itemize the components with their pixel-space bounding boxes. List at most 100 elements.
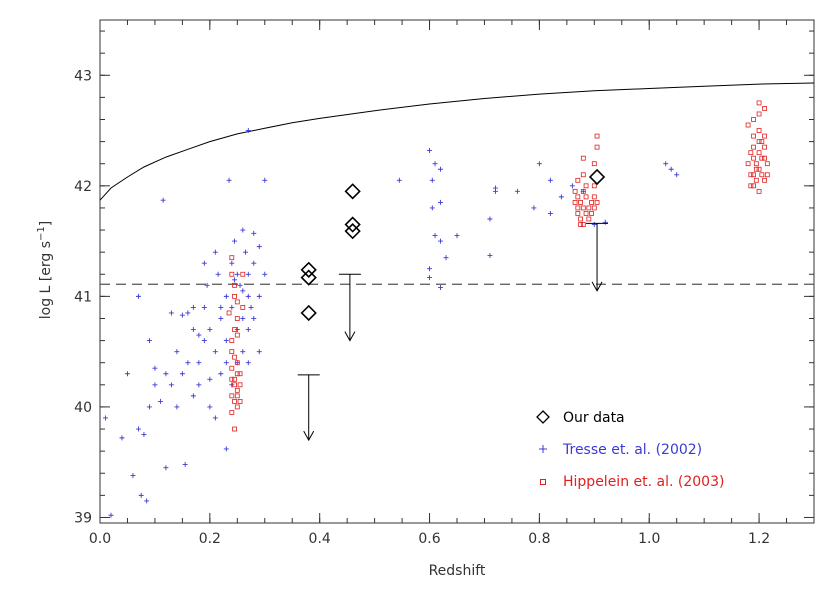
plot-frame [99, 19, 815, 524]
tresse-point [262, 271, 268, 277]
legend-item-tresse: Tresse et. al. (2002) [539, 442, 702, 458]
hippelein-point [229, 349, 235, 355]
legend-label-hippelein: Hippelein et. al. (2003) [563, 474, 724, 490]
hippelein-point [748, 150, 754, 156]
tresse-point [212, 249, 218, 255]
hippelein-point [234, 393, 240, 399]
tresse-point [212, 349, 218, 355]
tresse-point [196, 360, 202, 366]
hippelein-point [753, 161, 759, 167]
tresse-point [429, 177, 435, 183]
hippelein-point [575, 177, 581, 183]
tresse-point [251, 260, 257, 266]
legend-item-hippelein: Hippelein et. al. (2003) [540, 474, 724, 490]
tresse-point [179, 371, 185, 377]
tresse-point [248, 304, 254, 310]
tresse-point [201, 260, 207, 266]
tresse-point [204, 282, 210, 288]
tresse-point [223, 360, 229, 366]
our-data-point [344, 216, 361, 233]
tresse-point [232, 277, 238, 283]
tresse-point [256, 293, 262, 299]
tresse-point [135, 426, 141, 432]
tresse-point [429, 205, 435, 211]
legend: Our data Tresse et. al. (2002) Hippelein… [536, 410, 724, 490]
tresse-point [168, 310, 174, 316]
upper-limit-arrowhead [303, 430, 315, 442]
hippelein-point [586, 216, 592, 222]
hippelein-point [759, 139, 765, 145]
hippelein-point [578, 216, 583, 222]
tresse-point [218, 371, 224, 377]
tresse-point [256, 244, 262, 250]
tresse-point [229, 260, 235, 266]
tresse-point [245, 128, 251, 134]
hippelein-point [234, 360, 240, 366]
tresse-point [438, 199, 444, 205]
our-data-point [344, 183, 361, 200]
hippelein-point [764, 172, 770, 178]
hippelein-point [591, 183, 597, 189]
tresse-point [569, 183, 575, 189]
hippelein-point [234, 371, 240, 377]
hippelein-point [762, 177, 767, 183]
hippelein-point [762, 155, 767, 161]
tresse-point [256, 349, 262, 355]
y-tick-label: 41 [74, 289, 92, 305]
tresse-point [223, 293, 229, 299]
x-tick-label: 1.2 [748, 531, 770, 547]
tresse-point [212, 415, 218, 421]
our-data-point [344, 223, 361, 240]
hippelein-point [229, 338, 235, 343]
tresse-point [663, 161, 669, 167]
hippelein-point [229, 376, 235, 382]
tresse-point [119, 435, 125, 441]
tresse-point [547, 210, 553, 216]
hippelein-point [751, 133, 756, 139]
hippelein-point [232, 382, 237, 388]
hippelein-point [575, 194, 581, 200]
hippelein-point [572, 200, 578, 205]
hippelein-point [234, 316, 240, 321]
y-tick-label: 43 [74, 68, 92, 84]
tresse-point [207, 404, 213, 410]
hippelein-point [580, 155, 586, 161]
hippelein-point [240, 305, 246, 310]
tresse-point [196, 332, 202, 338]
hippelein-point [232, 426, 237, 432]
tresse-point [454, 233, 460, 239]
hippelein-point [580, 222, 586, 227]
hippelein-point [229, 271, 235, 277]
y-tick-label: 42 [74, 179, 92, 195]
tresse-point [591, 222, 597, 228]
tresse-point [190, 327, 196, 333]
legend-label-tresse: Tresse et. al. (2002) [562, 442, 702, 458]
tresse-point [141, 432, 147, 438]
our-data-point [300, 304, 317, 322]
tresse-point [432, 233, 438, 239]
upper-limit-arrowhead [344, 331, 356, 342]
hippelein-point [589, 211, 594, 216]
tresse-point [201, 304, 207, 310]
upper-limit-arrow [297, 374, 320, 442]
hippelein-point [591, 161, 597, 167]
tresse-point [157, 398, 163, 404]
tresse-point [190, 304, 196, 310]
y-axis-label: log L [erg s−1] [36, 221, 54, 319]
tresse-point [427, 275, 433, 281]
hippelein-point [583, 211, 589, 216]
tresse-point [168, 382, 174, 388]
hippelein-point [756, 150, 762, 156]
tresse-point [245, 327, 251, 333]
legend-item-our-data: Our data [536, 410, 625, 426]
hippelein-point [745, 122, 751, 128]
hippelein-point [756, 128, 762, 133]
tresse-point [215, 271, 221, 277]
hippelein-point [232, 282, 237, 288]
hippelein-point [229, 255, 235, 261]
tresse-point [152, 382, 158, 388]
hippelein-point [580, 205, 586, 211]
y-tick-label: 39 [74, 510, 92, 526]
tresse-point [138, 492, 144, 498]
hippelein-point [572, 188, 578, 194]
